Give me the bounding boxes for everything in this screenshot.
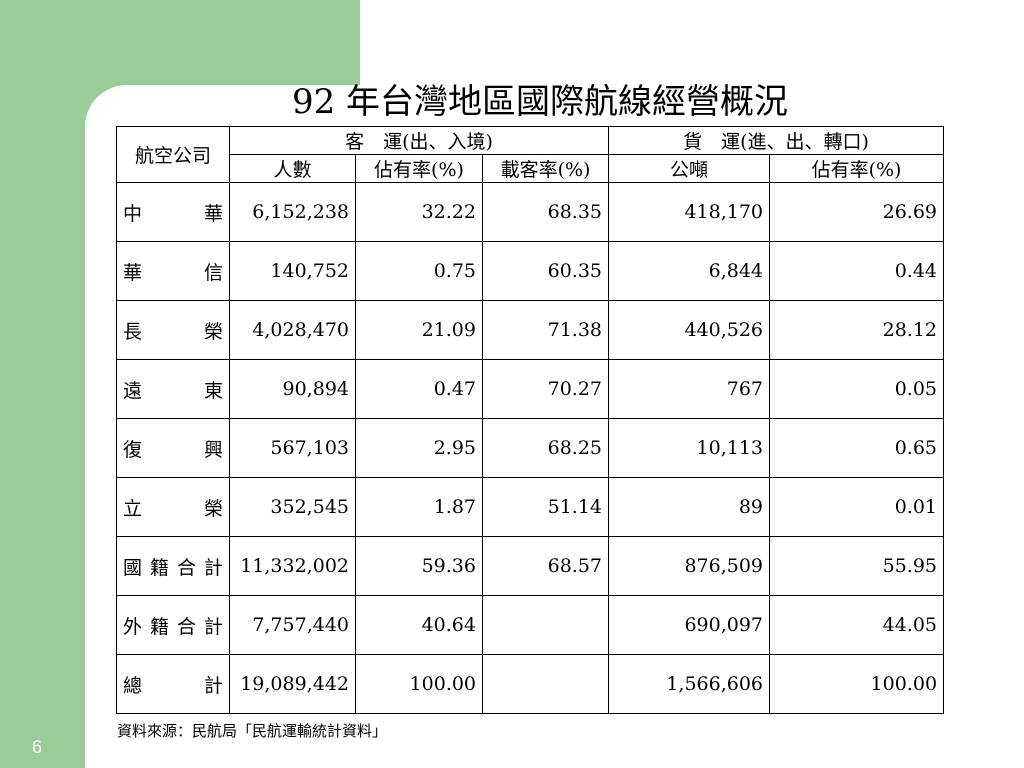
passenger-share-cell: 2.95 (355, 418, 483, 478)
passenger-group-header: 客 運(出、入境) (228, 126, 610, 155)
table-row: 遠 東 90,894 0.47 70.27 767 0.05 (116, 359, 945, 419)
passengers-cell: 90,894 (229, 359, 356, 419)
load-factor-cell (481, 595, 610, 655)
cargo-share-cell: 28.12 (769, 300, 945, 360)
airline-cell: 總 計 (116, 654, 230, 714)
tons-cell: 1,566,606 (608, 654, 771, 714)
load-factor-cell: 68.25 (481, 418, 610, 478)
passengers-cell: 19,089,442 (229, 654, 356, 714)
passengers-cell: 6,152,238 (229, 182, 356, 242)
passenger-share-header: 佔有率(%) (355, 154, 483, 183)
source-note: 資料來源：民航局「民航運輸統計資料」 (117, 722, 388, 740)
passengers-cell: 7,757,440 (229, 595, 356, 655)
airline-column-header: 航空公司 (116, 126, 230, 183)
passengers-cell: 4,028,470 (229, 300, 356, 360)
tons-cell: 89 (608, 477, 771, 537)
tons-cell: 690,097 (608, 595, 771, 655)
load-factor-cell: 71.38 (481, 300, 610, 360)
table-header-row-1: 航空公司 客 運(出、入境) 貨 運(進、出、轉口) (116, 126, 945, 183)
load-factor-cell (481, 654, 610, 714)
cargo-share-cell: 55.95 (769, 536, 945, 596)
tons-cell: 418,170 (608, 182, 771, 242)
airline-cell: 遠 東 (116, 359, 230, 419)
tons-cell: 876,509 (608, 536, 771, 596)
load-factor-cell: 68.35 (481, 182, 610, 242)
cargo-share-cell: 26.69 (769, 182, 945, 242)
load-factor-cell: 51.14 (481, 477, 610, 537)
table-header-row-2: 人數 佔有率(%) 載客率(%) 公噸 佔有率(%) (117, 154, 945, 183)
table-body: 中 華 6,152,238 32.22 68.35 418,170 26.69 華 信 140… (116, 182, 945, 714)
load-factor-cell: 70.27 (481, 359, 610, 419)
passenger-share-cell: 21.09 (355, 300, 483, 360)
load-factor-cell: 60.35 (481, 241, 610, 301)
tons-cell: 440,526 (608, 300, 771, 360)
cargo-share-cell: 100.00 (769, 654, 945, 714)
table-row: 國籍合計 11,332,002 59.36 68.57 876,509 55.95 (116, 536, 945, 596)
load-factor-header: 載客率(%) (481, 154, 610, 183)
passenger-share-cell: 40.64 (355, 595, 483, 655)
passenger-share-cell: 59.36 (355, 536, 483, 596)
passengers-cell: 567,103 (229, 418, 356, 478)
slide-title: 92 年台灣地區國際航線經營概況 (291, 82, 789, 122)
passenger-share-cell: 32.22 (355, 182, 483, 242)
airline-cell: 立 榮 (116, 477, 230, 537)
airline-cell: 中 華 (116, 182, 230, 242)
table-row: 長 榮 4,028,470 21.09 71.38 440,526 28.12 (116, 300, 945, 360)
cargo-share-cell: 0.65 (769, 418, 945, 478)
table-row: 立 榮 352,545 1.87 51.14 89 0.01 (116, 477, 945, 537)
tons-cell: 10,113 (608, 418, 771, 478)
cargo-share-header: 佔有率(%) (769, 154, 945, 183)
tons-cell: 6,844 (608, 241, 771, 301)
airline-cell: 長 榮 (116, 300, 230, 360)
table-row: 中 華 6,152,238 32.22 68.35 418,170 26.69 (116, 182, 945, 242)
passenger-share-cell: 0.75 (355, 241, 483, 301)
passengers-header: 人數 (229, 154, 356, 183)
background-accent-left (0, 0, 85, 768)
cargo-share-cell: 0.01 (769, 477, 945, 537)
airline-stats-table: 航空公司 客 運(出、入境) 貨 運(進、出、轉口) 人數 佔有率(%) 載客率… (116, 126, 945, 714)
cargo-share-cell: 0.05 (769, 359, 945, 419)
cargo-group-header: 貨 運(進、出、轉口) (608, 126, 945, 155)
passenger-share-cell: 1.87 (355, 477, 483, 537)
table-row: 華 信 140,752 0.75 60.35 6,844 0.44 (116, 241, 945, 301)
page-number: 6 (32, 737, 43, 757)
passengers-cell: 11,332,002 (229, 536, 356, 596)
passenger-share-cell: 100.00 (355, 654, 483, 714)
airline-cell: 華 信 (116, 241, 230, 301)
load-factor-cell: 68.57 (481, 536, 610, 596)
cargo-share-cell: 44.05 (769, 595, 945, 655)
passengers-cell: 140,752 (229, 241, 356, 301)
airline-cell: 外籍合計 (116, 595, 230, 655)
airline-cell: 復 興 (116, 418, 230, 478)
passenger-share-cell: 0.47 (355, 359, 483, 419)
tons-cell: 767 (608, 359, 771, 419)
table-row: 外籍合計 7,757,440 40.64 690,097 44.05 (116, 595, 945, 655)
tons-header: 公噸 (608, 154, 771, 183)
cargo-share-cell: 0.44 (769, 241, 945, 301)
table-row: 總 計 19,089,442 100.00 1,566,606 100.00 (116, 654, 945, 714)
table-row: 復 興 567,103 2.95 68.25 10,113 0.65 (116, 418, 945, 478)
passengers-cell: 352,545 (229, 477, 356, 537)
airline-cell: 國籍合計 (116, 536, 230, 596)
